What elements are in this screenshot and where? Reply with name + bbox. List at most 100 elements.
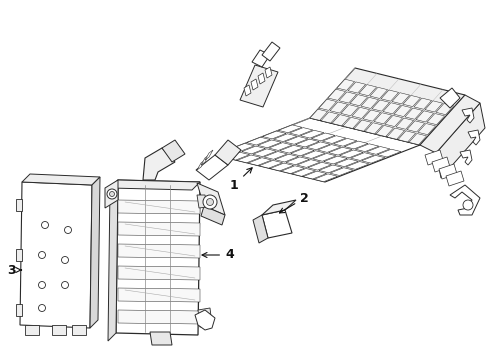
Polygon shape [118,244,200,258]
Polygon shape [435,103,484,178]
Polygon shape [375,125,393,136]
Polygon shape [281,166,304,174]
Polygon shape [150,332,172,345]
Polygon shape [364,123,382,134]
Polygon shape [237,155,260,163]
Polygon shape [449,185,479,215]
Polygon shape [461,108,473,123]
Polygon shape [347,82,365,93]
Polygon shape [296,159,320,167]
Text: 4: 4 [202,248,233,261]
Polygon shape [435,104,453,115]
Polygon shape [459,150,471,165]
Polygon shape [445,171,463,186]
Polygon shape [312,153,336,161]
Polygon shape [303,171,326,179]
Polygon shape [204,150,213,160]
Polygon shape [415,111,433,122]
Polygon shape [201,155,208,165]
Polygon shape [198,308,212,327]
Polygon shape [320,112,338,123]
Polygon shape [16,249,22,261]
Polygon shape [345,162,368,169]
Polygon shape [118,310,200,324]
Polygon shape [90,177,100,328]
Polygon shape [291,168,315,176]
Polygon shape [257,140,281,148]
Polygon shape [225,152,249,160]
Polygon shape [438,164,456,179]
Polygon shape [371,100,389,111]
Text: 2: 2 [279,192,308,213]
Circle shape [107,189,117,199]
Circle shape [61,282,68,288]
Polygon shape [246,137,270,145]
Polygon shape [197,183,224,215]
Polygon shape [242,146,265,154]
Polygon shape [424,150,442,165]
Polygon shape [397,131,415,142]
Polygon shape [259,160,282,168]
Polygon shape [309,68,464,145]
Polygon shape [336,79,354,90]
Polygon shape [382,103,400,114]
Polygon shape [439,88,459,108]
Polygon shape [386,128,404,139]
Polygon shape [295,139,319,147]
Polygon shape [402,95,420,107]
Polygon shape [279,145,303,153]
Polygon shape [313,174,337,182]
Polygon shape [311,133,334,141]
Circle shape [206,198,213,206]
Polygon shape [264,67,271,78]
Polygon shape [105,180,118,208]
Polygon shape [413,98,431,109]
Polygon shape [215,140,241,165]
Text: 1: 1 [229,168,252,192]
Polygon shape [215,149,238,157]
Polygon shape [197,195,206,208]
Polygon shape [426,113,444,125]
Polygon shape [329,102,347,113]
Polygon shape [431,157,449,172]
Polygon shape [301,151,325,158]
Polygon shape [108,180,118,341]
Polygon shape [262,131,285,139]
Circle shape [109,192,114,197]
Polygon shape [328,147,351,155]
Polygon shape [262,200,295,215]
Circle shape [39,282,45,288]
Polygon shape [380,90,398,101]
Polygon shape [318,165,342,173]
Polygon shape [366,147,389,154]
Polygon shape [362,110,380,121]
Polygon shape [350,153,373,161]
Polygon shape [247,158,271,166]
Polygon shape [349,95,367,106]
Polygon shape [285,157,309,165]
Polygon shape [72,325,86,335]
Polygon shape [262,42,280,61]
Polygon shape [252,215,267,243]
Polygon shape [142,148,175,180]
Polygon shape [353,120,371,131]
Polygon shape [369,87,387,99]
Polygon shape [391,93,409,104]
Polygon shape [118,200,200,214]
Circle shape [64,226,71,234]
Polygon shape [269,163,293,171]
Polygon shape [258,73,264,84]
Polygon shape [358,85,376,96]
Polygon shape [289,127,312,135]
Polygon shape [25,325,39,335]
Polygon shape [195,310,215,330]
Polygon shape [197,160,204,170]
Polygon shape [196,155,227,180]
Polygon shape [361,156,385,163]
Polygon shape [268,143,292,150]
Polygon shape [110,180,200,190]
Polygon shape [329,168,353,176]
Polygon shape [20,182,92,328]
Polygon shape [334,159,358,167]
Polygon shape [290,148,314,156]
